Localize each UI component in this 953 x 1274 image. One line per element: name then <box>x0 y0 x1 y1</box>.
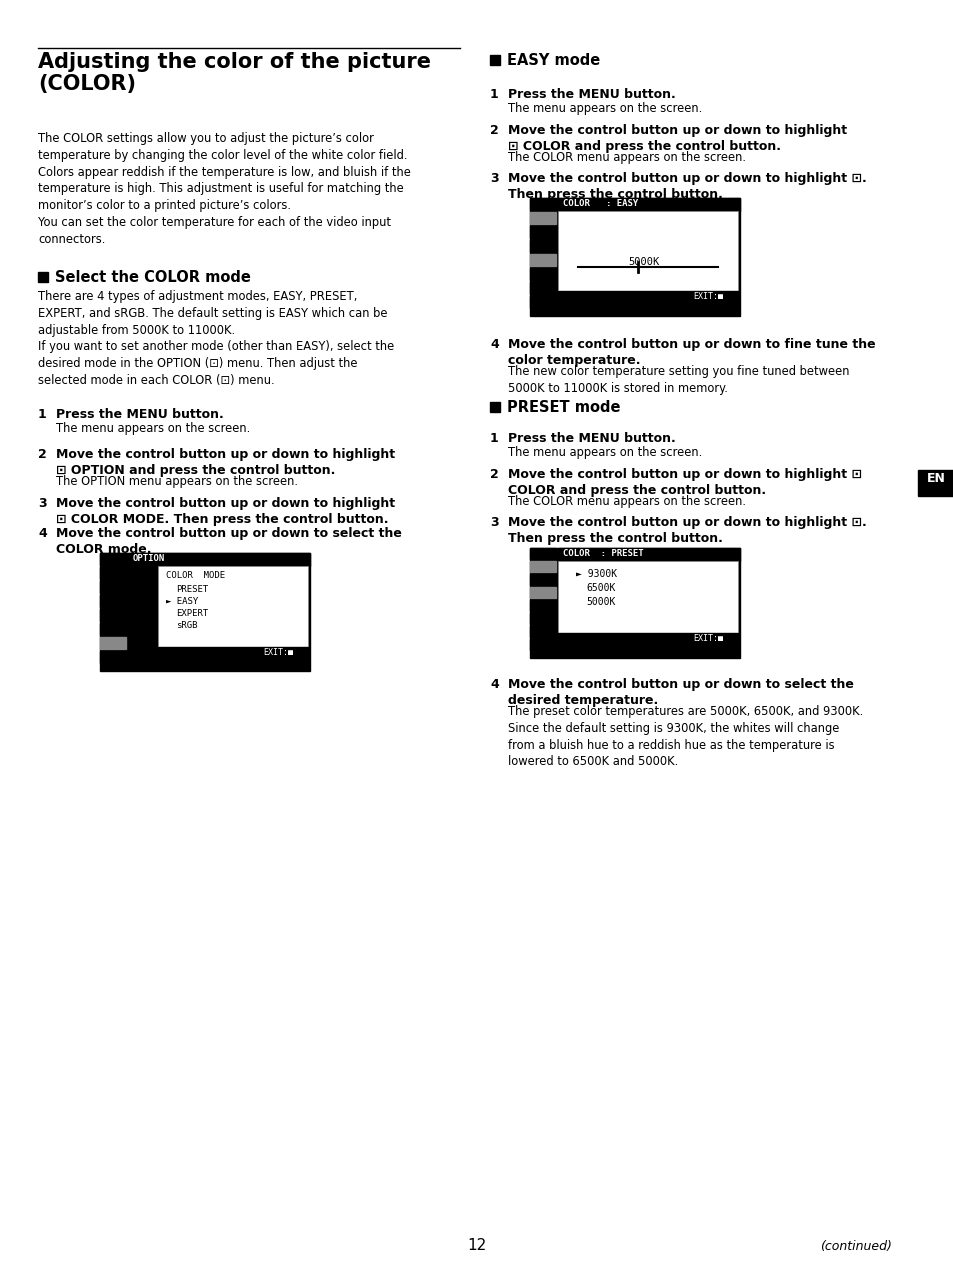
Text: ► EASY: ► EASY <box>166 598 198 606</box>
Bar <box>100 651 126 662</box>
Bar <box>530 254 556 266</box>
Text: The preset color temperatures are 5000K, 6500K, and 9300K.
Since the default set: The preset color temperatures are 5000K,… <box>507 705 862 768</box>
Text: EXPERT: EXPERT <box>175 609 208 618</box>
Bar <box>100 553 126 564</box>
Bar <box>100 637 126 648</box>
Bar <box>128 553 310 566</box>
Bar <box>490 403 499 412</box>
Bar <box>530 268 556 280</box>
Bar <box>530 548 556 559</box>
Bar <box>530 197 556 210</box>
Text: COLOR  MODE: COLOR MODE <box>166 571 225 580</box>
Text: 6500K: 6500K <box>585 583 615 592</box>
Text: The new color temperature setting you fine tuned between
5000K to 11000K is stor: The new color temperature setting you fi… <box>507 364 848 395</box>
Text: 1: 1 <box>490 88 498 101</box>
Bar <box>530 600 556 612</box>
Text: There are 4 types of adjustment modes, EASY, PRESET,
EXPERT, and sRGB. The defau: There are 4 types of adjustment modes, E… <box>38 290 394 387</box>
Bar <box>530 561 556 572</box>
Text: 3: 3 <box>490 516 498 529</box>
Text: EXIT:■: EXIT:■ <box>263 648 293 657</box>
Text: (continued): (continued) <box>820 1240 891 1254</box>
Text: The menu appears on the screen.: The menu appears on the screen. <box>507 446 701 459</box>
Text: 2: 2 <box>38 448 47 461</box>
Bar <box>530 548 740 657</box>
Text: Move the control button up or down to highlight
⊡ COLOR and press the control bu: Move the control button up or down to hi… <box>507 124 846 153</box>
Text: 1: 1 <box>38 408 47 420</box>
Text: 4: 4 <box>490 338 498 352</box>
Bar <box>100 567 126 578</box>
Bar <box>490 55 499 65</box>
Text: The menu appears on the screen.: The menu appears on the screen. <box>507 102 701 115</box>
Text: Move the control button up or down to highlight
⊡ OPTION and press the control b: Move the control button up or down to hi… <box>56 448 395 476</box>
Text: PRESET: PRESET <box>175 585 208 594</box>
Bar <box>917 470 953 496</box>
Text: OPTION: OPTION <box>132 554 165 563</box>
Text: 1: 1 <box>490 432 498 445</box>
Text: PRESET mode: PRESET mode <box>506 400 619 415</box>
Bar <box>38 273 48 282</box>
Text: Move the control button up or down to highlight ⊡
COLOR and press the control bu: Move the control button up or down to hi… <box>507 468 862 497</box>
Text: 3: 3 <box>38 497 47 510</box>
Text: Move the control button up or down to select the
COLOR mode.: Move the control button up or down to se… <box>56 527 401 555</box>
Bar <box>558 290 738 304</box>
Text: Move the control button up or down to highlight ⊡.
Then press the control button: Move the control button up or down to hi… <box>507 172 866 201</box>
Bar <box>530 240 556 252</box>
Bar <box>100 581 126 592</box>
Bar <box>558 211 738 304</box>
Bar <box>158 566 308 660</box>
Text: Move the control button up or down to fine tune the
color temperature.: Move the control button up or down to fi… <box>507 338 875 367</box>
Bar <box>530 626 556 637</box>
Bar <box>530 640 556 650</box>
Text: Press the MENU button.: Press the MENU button. <box>56 408 224 420</box>
Text: Move the control button up or down to highlight ⊡.
Then press the control button: Move the control button up or down to hi… <box>507 516 866 545</box>
Bar <box>558 561 738 646</box>
Text: The OPTION menu appears on the screen.: The OPTION menu appears on the screen. <box>56 475 297 488</box>
Text: EASY mode: EASY mode <box>506 54 599 68</box>
Text: 2: 2 <box>490 124 498 138</box>
Text: sRGB: sRGB <box>175 620 197 631</box>
Bar <box>530 587 556 598</box>
Text: EXIT:■: EXIT:■ <box>692 292 722 301</box>
Text: 3: 3 <box>490 172 498 185</box>
Bar <box>530 211 556 224</box>
Bar <box>530 282 556 294</box>
Bar <box>100 595 126 606</box>
Text: Press the MENU button.: Press the MENU button. <box>507 88 675 101</box>
Text: Select the COLOR mode: Select the COLOR mode <box>55 270 251 285</box>
Text: Move the control button up or down to select the
desired temperature.: Move the control button up or down to se… <box>507 678 853 707</box>
Bar <box>158 647 308 660</box>
Text: 12: 12 <box>467 1238 486 1254</box>
Bar <box>530 575 556 585</box>
Bar <box>100 609 126 620</box>
Text: The COLOR menu appears on the screen.: The COLOR menu appears on the screen. <box>507 152 745 164</box>
Text: Adjusting the color of the picture
(COLOR): Adjusting the color of the picture (COLO… <box>38 52 431 94</box>
Text: COLOR  : PRESET: COLOR : PRESET <box>562 549 643 558</box>
Bar <box>530 613 556 624</box>
Text: 4: 4 <box>38 527 47 540</box>
Text: COLOR   : EASY: COLOR : EASY <box>562 199 638 208</box>
Text: 4: 4 <box>490 678 498 691</box>
Text: ► 9300K: ► 9300K <box>576 569 617 578</box>
Bar <box>530 296 556 308</box>
Text: The COLOR menu appears on the screen.: The COLOR menu appears on the screen. <box>507 496 745 508</box>
Bar <box>100 553 310 671</box>
Text: EXIT:■: EXIT:■ <box>692 634 722 643</box>
Text: Press the MENU button.: Press the MENU button. <box>507 432 675 445</box>
Text: 2: 2 <box>490 468 498 482</box>
Bar <box>530 197 740 316</box>
Text: The COLOR settings allow you to adjust the picture’s color
temperature by changi: The COLOR settings allow you to adjust t… <box>38 132 411 246</box>
Bar <box>530 225 556 238</box>
Text: EN: EN <box>925 471 944 485</box>
Bar <box>558 633 738 646</box>
Text: The menu appears on the screen.: The menu appears on the screen. <box>56 422 250 434</box>
Text: Move the control button up or down to highlight
⊡ COLOR MODE. Then press the con: Move the control button up or down to hi… <box>56 497 395 526</box>
Text: 5000K: 5000K <box>585 598 615 606</box>
Bar <box>558 197 740 211</box>
Text: 5000K: 5000K <box>627 257 659 268</box>
Bar <box>558 548 740 561</box>
Bar <box>100 623 126 634</box>
